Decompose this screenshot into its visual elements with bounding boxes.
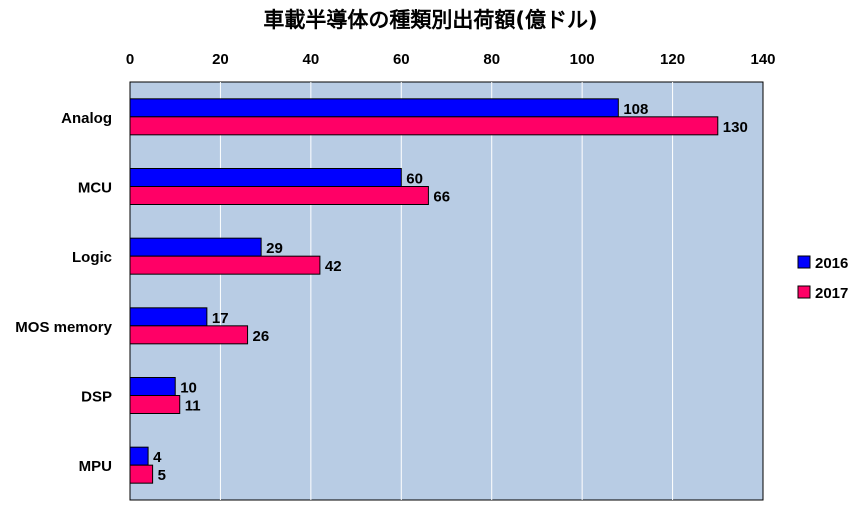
category-label: MCU (78, 180, 112, 197)
data-label: 10 (180, 380, 197, 397)
chart-title: 車載半導体の種類別出荷額(億ドル) (263, 8, 598, 32)
x-tick-label: 20 (212, 51, 229, 68)
data-label: 60 (406, 171, 423, 188)
bar-2016-mos-memory (129, 307, 208, 327)
bar-2017-logic (129, 255, 321, 275)
bar-2017-mpu (129, 464, 154, 484)
data-label: 42 (325, 258, 342, 275)
data-label: 4 (153, 449, 162, 466)
x-tick-label: 140 (750, 51, 775, 68)
category-label: Logic (72, 249, 112, 266)
data-label: 130 (723, 119, 748, 136)
data-label: 29 (266, 240, 283, 257)
x-tick-label: 40 (303, 51, 320, 68)
category-label: DSP (81, 389, 112, 406)
legend-swatch-2017 (797, 285, 811, 299)
bar-2017-mos-memory (129, 325, 249, 345)
data-label: 11 (185, 398, 201, 415)
legend-label: 2016 (815, 255, 848, 272)
category-labels: Analog MCU Logic MOS memory DSP MPU (15, 110, 112, 475)
bar-2016-mpu (129, 446, 149, 466)
data-label: 66 (433, 189, 450, 206)
bar-2017-dsp (129, 395, 181, 414)
x-tick-label: 100 (570, 51, 595, 68)
x-tick-label: 60 (393, 51, 410, 68)
data-label: 17 (212, 310, 229, 327)
legend: 2016 2017 (797, 255, 848, 302)
category-label: MOS memory (15, 319, 112, 336)
x-axis-ticks: 0 20 40 60 80 100 120 140 (126, 51, 776, 68)
bar-2016-mcu (129, 168, 402, 187)
legend-swatch-2016 (797, 255, 811, 269)
bar-2017-mcu (129, 186, 429, 205)
bar-2016-analog (129, 98, 619, 118)
data-label: 5 (158, 467, 166, 484)
legend-label: 2017 (815, 285, 848, 302)
bar-2017-analog (129, 116, 719, 136)
x-tick-label: 0 (126, 51, 134, 68)
bar-2016-logic (129, 237, 262, 257)
gridlines (219, 82, 674, 500)
bars (129, 98, 719, 484)
data-label: 26 (253, 328, 270, 345)
data-label: 108 (623, 101, 648, 118)
category-label: Analog (61, 110, 112, 127)
bar-2016-dsp (129, 377, 176, 396)
plot-area (129, 81, 764, 501)
x-tick-label: 120 (660, 51, 685, 68)
category-label: MPU (79, 458, 112, 475)
x-tick-label: 80 (483, 51, 500, 68)
